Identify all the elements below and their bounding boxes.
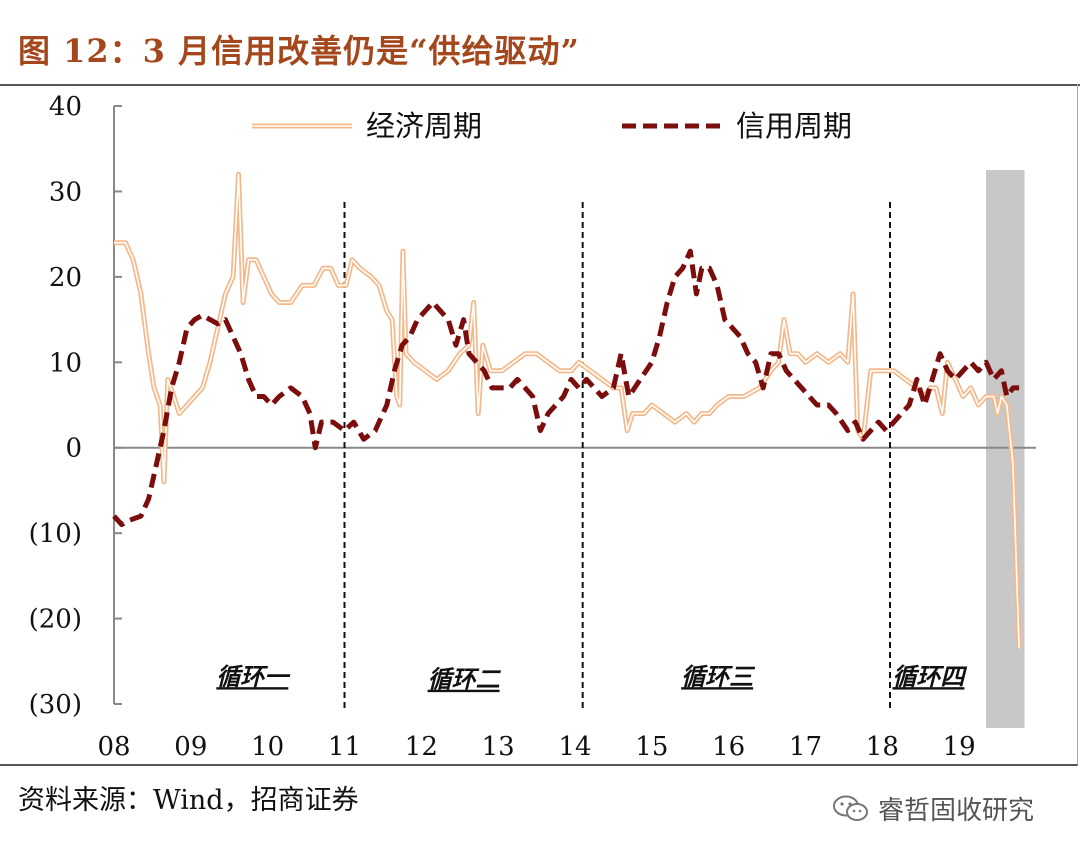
legend-label-economic: 经济周期	[366, 109, 482, 143]
x-tick-label: 16	[712, 732, 745, 762]
chart-frame	[0, 84, 1078, 766]
y-tick-label: 10	[49, 348, 82, 378]
divider-layer	[343, 202, 892, 712]
axis-layer: 40 30 20 10 0 (10) (20) (30) 08 09 10 11 12 13 14 15 16 1…	[29, 92, 1036, 762]
cycle-label: 循环二	[428, 666, 502, 694]
x-tick-label: 13	[482, 732, 515, 762]
legend-layer: 经济周期 信用周期	[252, 109, 852, 143]
cycle-label: 循环三	[681, 663, 756, 691]
y-tick-label: (30)	[29, 690, 82, 720]
x-tick-label: 08	[97, 732, 130, 762]
x-tick-label: 15	[635, 732, 668, 762]
x-tick-label: 18	[866, 732, 899, 762]
x-tick-label: 10	[251, 732, 284, 762]
y-tick-label: 30	[49, 177, 82, 207]
chart-title: 图 12：3 月信用改善仍是“供给驱动”	[18, 32, 580, 70]
x-tick-label: 11	[328, 732, 361, 762]
watermark-text: 睿哲固收研究	[878, 796, 1035, 826]
cycle-label-layer: 循环一 循环二 循环三 循环四	[216, 663, 967, 694]
cycle-label: 循环一	[216, 663, 291, 691]
series-layer	[112, 171, 1022, 649]
y-tick-label: 20	[49, 263, 82, 293]
economic-cycle-line-inner	[114, 173, 1020, 649]
y-tick-label: 0	[65, 434, 82, 464]
x-tick-label: 12	[405, 732, 438, 762]
x-tick-label: 17	[789, 732, 822, 762]
watermark: 睿哲固收研究	[832, 790, 1034, 827]
source-note: 资料来源：Wind，招商证券	[18, 785, 359, 816]
y-tick-label: (10)	[29, 519, 82, 549]
x-tick-label: 09	[174, 732, 207, 762]
wechat-icon	[833, 795, 868, 821]
y-tick-label: (20)	[29, 605, 82, 635]
legend-label-credit: 信用周期	[736, 109, 852, 143]
x-tick-label: 14	[558, 732, 591, 762]
cycle-label: 循环四	[892, 663, 967, 691]
economic-cycle-line-outer	[114, 171, 1022, 649]
title-divider	[0, 84, 1080, 86]
x-tick-label: 19	[943, 732, 976, 762]
y-tick-label: 40	[49, 92, 82, 122]
credit-cycle-line	[112, 248, 1020, 528]
